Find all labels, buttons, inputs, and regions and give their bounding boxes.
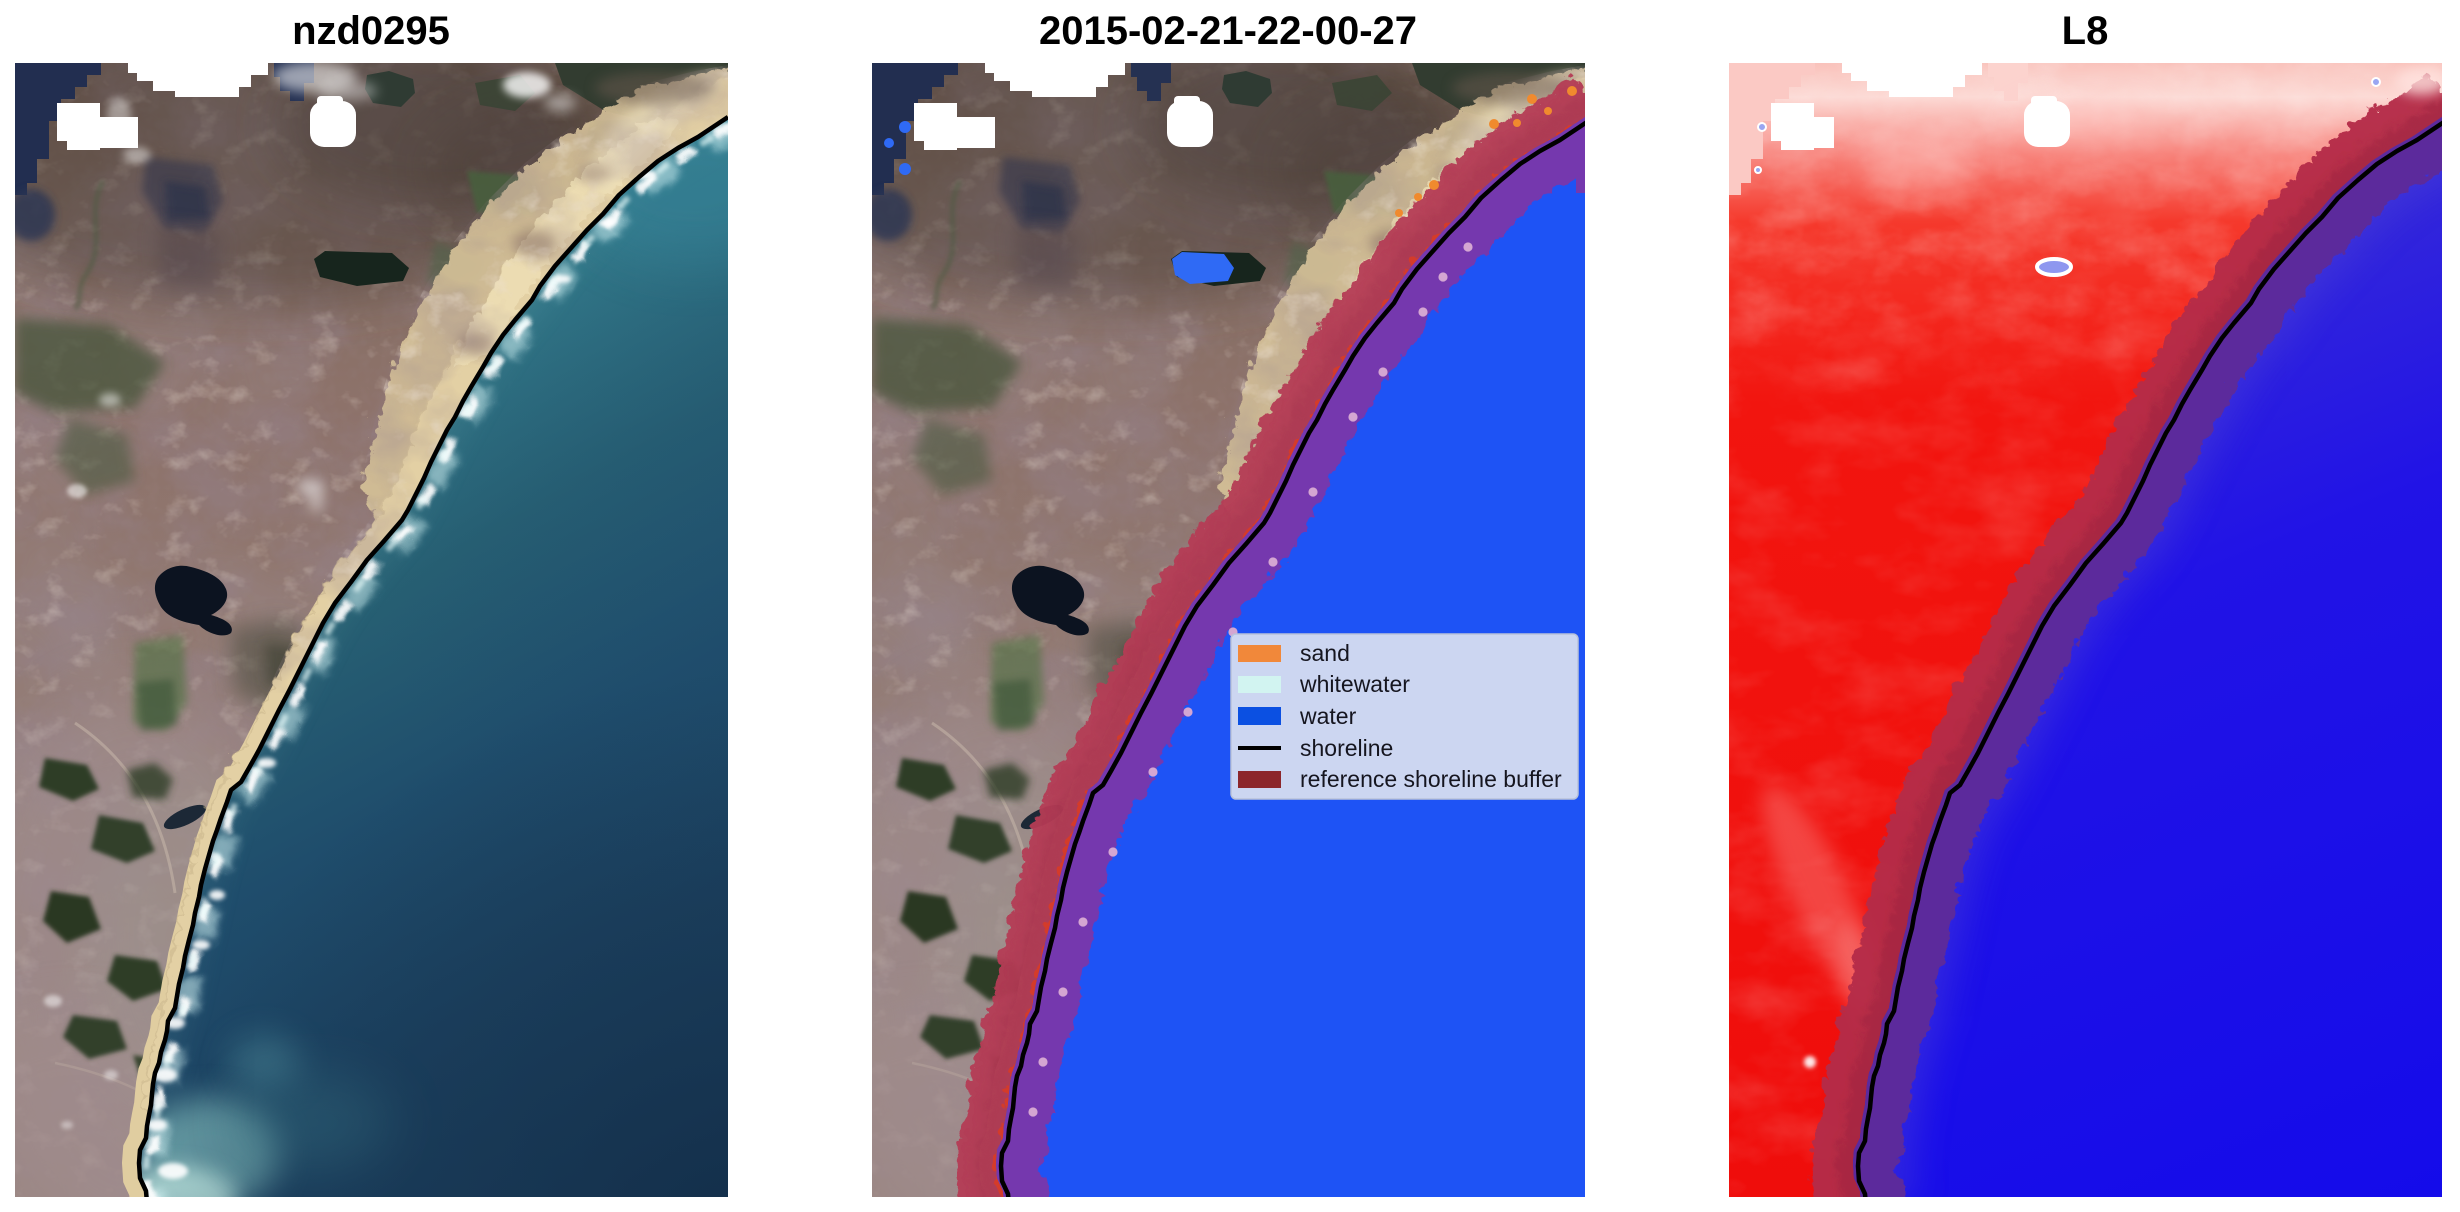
svg-text:whitewater: whitewater bbox=[1299, 671, 1410, 697]
svg-text:shoreline: shoreline bbox=[1300, 735, 1393, 761]
svg-text:sand: sand bbox=[1300, 640, 1350, 666]
svg-text:water: water bbox=[1299, 703, 1357, 729]
svg-text:reference shoreline buffer: reference shoreline buffer bbox=[1300, 766, 1562, 792]
svg-text:nzd0295: nzd0295 bbox=[292, 9, 450, 53]
svg-text:2015-02-21-22-00-27: 2015-02-21-22-00-27 bbox=[1039, 9, 1417, 53]
svg-text:L8: L8 bbox=[2062, 9, 2109, 53]
